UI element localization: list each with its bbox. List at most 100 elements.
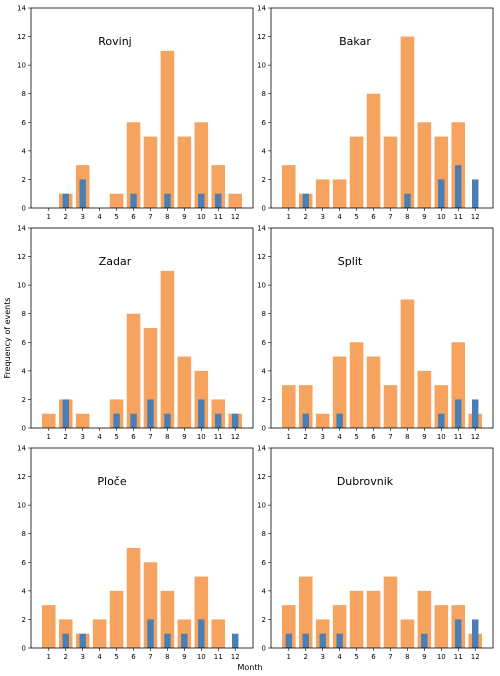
y-tick-label: 10 <box>17 502 26 510</box>
x-tick-label: 5 <box>354 213 358 221</box>
bar-orange-7 <box>143 328 158 428</box>
x-tick-label: 2 <box>64 653 68 661</box>
x-tick-label: 1 <box>47 653 51 661</box>
x-tick-label: 8 <box>405 653 409 661</box>
y-tick-label: 12 <box>17 33 26 41</box>
x-tick-label: 1 <box>287 653 291 661</box>
bar-orange-7 <box>383 136 398 208</box>
bar-blue-12 <box>231 633 239 648</box>
y-tick-label: 14 <box>17 225 26 233</box>
bar-orange-5 <box>349 342 364 428</box>
y-tick-label: 6 <box>22 339 27 347</box>
x-tick-label: 3 <box>80 653 84 661</box>
y-tick-label: 14 <box>257 5 266 13</box>
bar-blue-3 <box>319 633 326 648</box>
bar-blue-11 <box>455 619 462 648</box>
bar-blue-2 <box>62 193 69 208</box>
bar-orange-7 <box>143 136 158 208</box>
x-axis-label: Month <box>237 663 262 672</box>
x-tick-label: 2 <box>304 433 308 441</box>
bar-orange-3 <box>315 179 330 208</box>
y-tick-label: 10 <box>17 62 26 70</box>
axes-frame <box>270 7 494 209</box>
x-tick-label: 9 <box>422 433 426 441</box>
x-tick-label: 6 <box>131 213 136 221</box>
y-tick-label: 2 <box>22 396 26 404</box>
x-tick-label: 9 <box>182 433 186 441</box>
bar-orange-5 <box>109 590 124 648</box>
x-tick-label: 11 <box>214 653 223 661</box>
x-tick-label: 4 <box>97 653 102 661</box>
bar-orange-10 <box>194 122 209 208</box>
x-tick-label: 9 <box>422 213 426 221</box>
bar-blue-10 <box>438 179 445 208</box>
y-tick-label: 6 <box>262 559 267 567</box>
bar-orange-10 <box>194 576 209 648</box>
bar-orange-10 <box>434 605 449 648</box>
x-tick-label: 5 <box>354 433 358 441</box>
bar-orange-11 <box>451 342 466 428</box>
bar-orange-9 <box>177 136 192 208</box>
bar-orange-5 <box>349 590 364 648</box>
bar-blue-8 <box>164 193 171 208</box>
y-tick-label: 4 <box>262 587 267 595</box>
bar-blue-10 <box>198 619 205 648</box>
y-tick-label: 4 <box>262 147 267 155</box>
x-tick-label: 12 <box>231 433 240 441</box>
bar-blue-5 <box>113 413 120 428</box>
bar-blue-2 <box>302 193 309 208</box>
x-tick-label: 3 <box>320 653 324 661</box>
x-tick-label: 10 <box>197 213 206 221</box>
panel-title: Bakar <box>339 35 371 48</box>
axes-frame <box>270 227 494 429</box>
x-tick-label: 4 <box>337 213 342 221</box>
axes-frame <box>30 7 254 209</box>
bar-orange-7 <box>383 385 398 428</box>
y-tick-label: 8 <box>22 310 26 318</box>
axes-frame <box>270 447 494 649</box>
bar-blue-8 <box>164 633 171 648</box>
bar-orange-10 <box>434 385 449 428</box>
x-tick-label: 11 <box>454 653 463 661</box>
x-tick-label: 8 <box>405 213 409 221</box>
bar-orange-6 <box>126 122 141 208</box>
y-tick-label: 6 <box>262 339 267 347</box>
bar-blue-2 <box>62 633 69 648</box>
bar-blue-6 <box>130 413 137 428</box>
x-tick-label: 9 <box>182 213 186 221</box>
bar-orange-8 <box>400 36 415 209</box>
bar-blue-12 <box>471 179 479 208</box>
x-tick-label: 8 <box>165 433 169 441</box>
y-tick-label: 0 <box>262 425 266 433</box>
bar-orange-8 <box>160 270 175 428</box>
y-tick-label: 2 <box>22 176 26 184</box>
x-tick-label: 5 <box>354 653 358 661</box>
y-tick-label: 8 <box>22 530 26 538</box>
x-tick-label: 9 <box>422 653 426 661</box>
x-tick-label: 7 <box>148 213 152 221</box>
y-axis-label: Frequency of events <box>3 297 12 378</box>
x-tick-label: 2 <box>304 653 308 661</box>
x-tick-label: 6 <box>131 653 136 661</box>
bar-orange-4 <box>332 179 347 208</box>
y-tick-label: 2 <box>262 396 266 404</box>
bar-orange-12 <box>228 193 242 208</box>
bar-orange-2 <box>298 385 313 428</box>
x-tick-label: 7 <box>388 213 392 221</box>
y-tick-label: 2 <box>262 176 266 184</box>
y-tick-label: 6 <box>22 119 27 127</box>
bar-orange-6 <box>126 548 141 648</box>
bar-orange-4 <box>332 356 347 428</box>
bar-orange-5 <box>349 136 364 208</box>
y-tick-label: 10 <box>257 282 266 290</box>
bar-orange-8 <box>400 619 415 648</box>
bar-orange-4 <box>332 605 347 648</box>
y-tick-label: 6 <box>262 119 267 127</box>
bar-blue-2 <box>302 413 309 428</box>
bar-orange-7 <box>143 562 158 648</box>
x-tick-label: 10 <box>197 433 206 441</box>
x-tick-label: 1 <box>287 213 291 221</box>
